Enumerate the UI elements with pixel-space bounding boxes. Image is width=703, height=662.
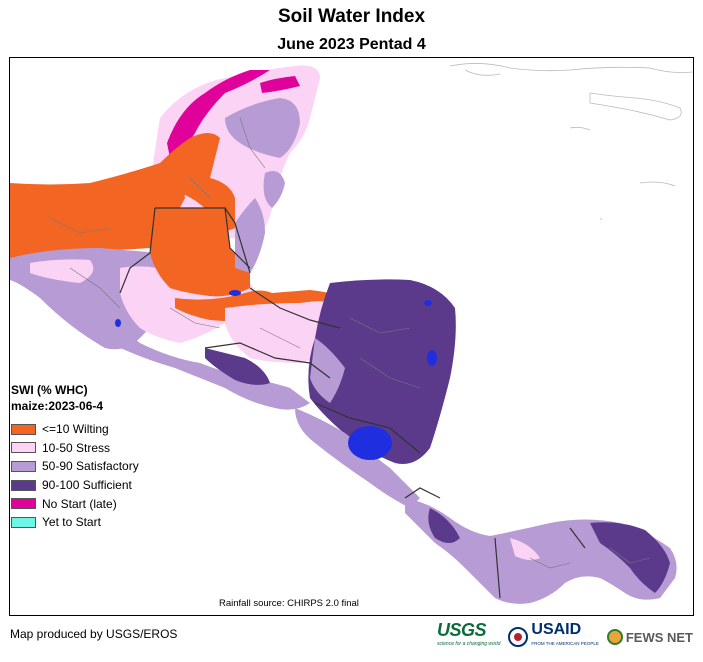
map-credit: Map produced by USGS/EROS (10, 627, 178, 641)
legend-swatch (11, 498, 36, 510)
legend-subtitle: maize:2023-06-4 (11, 399, 104, 413)
map-canvas (10, 63, 693, 604)
globe-icon (606, 629, 623, 645)
partner-logos: USGS science for a changing world USAID … (437, 620, 693, 651)
legend-item-sufficient: 90-100 Sufficient (11, 476, 171, 495)
caribbean-outlines (449, 63, 693, 221)
usgs-logo: USGS science for a changing world (437, 620, 501, 647)
legend: SWI (% WHC) maize:2023-06-4 <=10 Wilting… (11, 382, 171, 532)
legend-title: SWI (% WHC) (11, 383, 88, 397)
legend-item-satisfactory: 50-90 Satisfactory (11, 457, 171, 476)
legend-swatch (11, 423, 36, 435)
no-start-yucatan (167, 70, 270, 158)
rainfall-source: Rainfall source: CHIRPS 2.0 final (219, 598, 359, 609)
nicaragua-sufficient (308, 279, 456, 464)
map-subtitle: June 2023 Pentad 4 (277, 36, 426, 53)
legend-swatch (11, 460, 36, 472)
country-borders (119, 207, 586, 599)
usaid-logo: USAID FROM THE AMERICAN PEOPLE (508, 622, 599, 651)
legend-swatch (11, 479, 36, 491)
map-panel[interactable] (9, 57, 694, 616)
map-title: Soil Water Index (277, 6, 426, 27)
peten-wilting (149, 208, 250, 297)
legend-swatch (11, 442, 36, 454)
wilting-west (10, 163, 185, 263)
legend-item-stress: 10-50 Stress (11, 439, 171, 458)
legend-item-no-start: No Start (late) (11, 494, 171, 513)
admin-borders (49, 117, 651, 569)
usaid-seal-icon (508, 627, 529, 647)
legend-swatch (11, 516, 36, 528)
legend-item-yet-to-start: Yet to Start (11, 513, 171, 532)
lake-nicaragua (348, 426, 392, 460)
legend-item-wilting: <=10 Wilting (11, 420, 171, 439)
fewsnet-logo: FEWS NET (606, 629, 693, 645)
